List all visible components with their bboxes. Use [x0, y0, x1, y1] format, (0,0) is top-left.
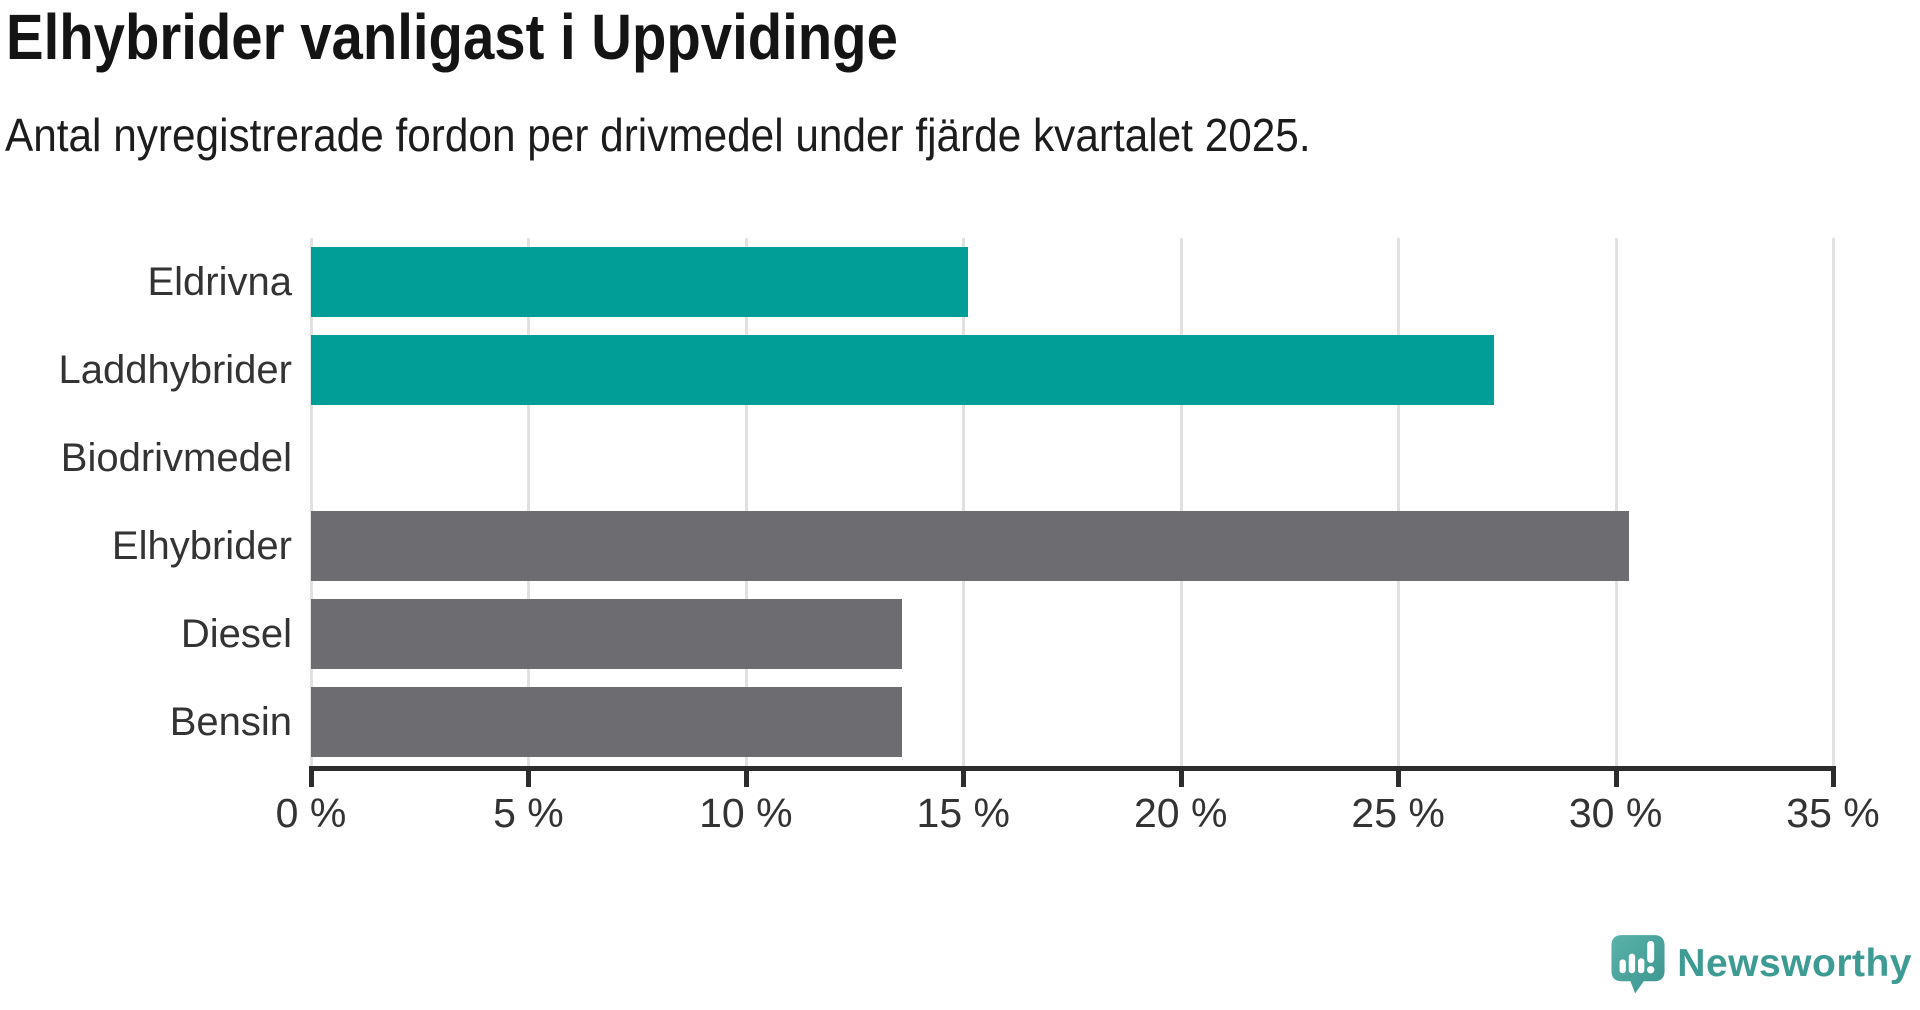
x-tick-label: 35 % — [1786, 790, 1880, 836]
plot-area — [310, 238, 1835, 766]
x-tick-label: 5 % — [493, 790, 564, 836]
x-axis-tick — [1178, 771, 1184, 787]
category-label: Biodrivmedel — [60, 435, 292, 480]
gridline — [1397, 238, 1401, 766]
x-axis-tick — [743, 771, 749, 787]
gridline — [744, 238, 748, 766]
x-tick-label: 30 % — [1568, 790, 1663, 836]
gridline — [527, 238, 531, 766]
gridline — [310, 238, 313, 766]
chart-title: Elhybrider vanligast i Uppvidinge — [6, 1, 898, 73]
x-tick-label: 20 % — [1133, 790, 1228, 836]
bar-bensin — [311, 687, 903, 757]
newsworthy-logo-icon — [1611, 935, 1665, 994]
x-axis-tick — [526, 771, 532, 787]
x-tick-label: 25 % — [1351, 790, 1445, 836]
x-axis-tick — [1831, 771, 1836, 787]
category-label: Diesel — [180, 611, 292, 656]
x-axis-tick — [309, 771, 314, 787]
category-label: Laddhybrider — [58, 347, 293, 392]
x-axis-tick — [1396, 771, 1402, 787]
gridline — [1614, 238, 1618, 766]
bar-diesel — [311, 599, 903, 669]
x-axis-line — [309, 766, 1836, 771]
bar-row — [311, 238, 1833, 326]
x-tick-label: 0 % — [275, 790, 347, 836]
x-axis-tick — [1613, 771, 1619, 787]
x-tick-label: 15 % — [916, 790, 1011, 836]
x-axis-tick — [961, 771, 967, 787]
x-axis: 0 % 5 % 10 % 15 % 20 % 25 % 30 % 35 % — [276, 766, 1880, 866]
bar-row — [311, 326, 1833, 414]
y-axis-category-labels: Eldrivna Laddhybrider Biodrivmedel Elhybrid… — [0, 238, 293, 766]
category-label: Elhybrider — [111, 523, 292, 568]
gridline — [1832, 238, 1835, 766]
category-label: Bensin — [169, 699, 292, 744]
bar-eldrivna — [311, 247, 968, 317]
newsworthy-logo-text: Newsworthy — [1677, 942, 1912, 985]
category-label: Eldrivna — [147, 259, 292, 304]
bar-row — [311, 414, 1833, 502]
x-tick-label: 10 % — [699, 790, 793, 836]
gridline — [962, 238, 966, 766]
bar-elhybrider — [311, 511, 1629, 581]
newsworthy-logo: Newsworthy — [1610, 934, 1912, 994]
bar-row — [311, 678, 1833, 766]
gridline — [1179, 238, 1183, 766]
chart-subtitle: Antal nyregistrerade fordon per drivmede… — [5, 109, 1311, 161]
bar-row — [311, 502, 1833, 590]
bar-row — [311, 590, 1833, 678]
bar-laddhybrider — [311, 335, 1494, 405]
